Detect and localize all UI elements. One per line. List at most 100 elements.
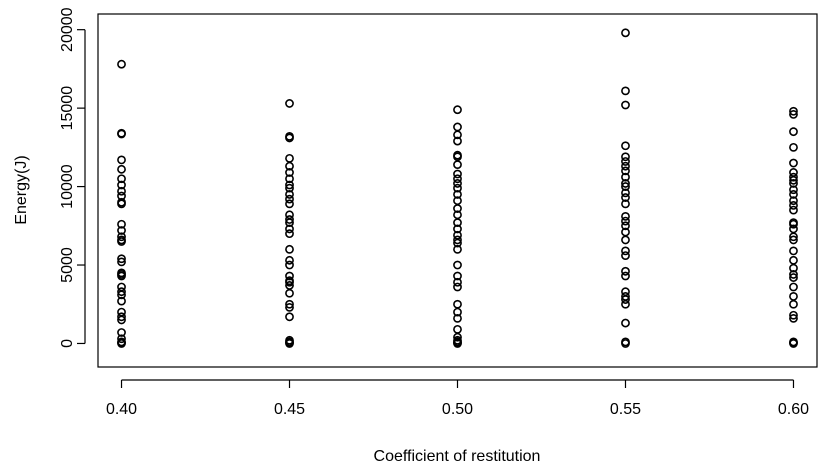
data-point — [285, 224, 294, 234]
data-point — [453, 277, 462, 287]
data-point — [285, 288, 294, 298]
data-point — [285, 161, 294, 171]
data-point — [453, 105, 462, 115]
data-point — [453, 313, 462, 323]
data-point — [789, 219, 798, 229]
data-point — [285, 255, 294, 265]
data-point — [453, 190, 462, 199]
data-point — [285, 244, 294, 254]
data-point — [285, 190, 294, 199]
data-point — [621, 166, 630, 176]
x-tick-label: 0.45 — [274, 401, 305, 418]
data-point — [117, 315, 126, 325]
y-tick-label: 5000 — [59, 247, 76, 283]
data-point — [117, 328, 126, 337]
data-point — [117, 155, 126, 165]
data-point — [453, 339, 462, 348]
data-point — [285, 174, 294, 184]
data-point — [453, 130, 462, 140]
data-point — [285, 271, 294, 281]
data-point — [117, 129, 126, 139]
data-point — [285, 277, 294, 287]
data-point — [789, 313, 798, 323]
data-point — [453, 244, 462, 254]
data-point — [621, 28, 630, 38]
data-point — [117, 339, 126, 348]
data-point — [789, 291, 798, 301]
data-point — [789, 172, 798, 182]
plot-frame — [97, 13, 818, 368]
data-point — [789, 190, 798, 199]
data-point — [117, 180, 126, 190]
data-point — [453, 169, 462, 179]
data-point — [117, 199, 126, 209]
data-point — [285, 260, 294, 270]
data-point — [621, 182, 630, 191]
y-tick-label: 10000 — [59, 164, 76, 209]
data-point — [621, 141, 630, 151]
data-point — [285, 99, 294, 108]
data-point — [285, 153, 294, 163]
data-point — [621, 152, 630, 162]
data-point — [285, 180, 294, 190]
data-points — [117, 28, 798, 348]
data-point — [285, 199, 294, 209]
data-point — [621, 100, 630, 110]
data-point — [453, 235, 462, 245]
data-point — [789, 273, 798, 282]
data-point — [453, 324, 462, 334]
data-point — [285, 133, 294, 143]
data-point — [789, 110, 798, 119]
data-point — [621, 188, 630, 198]
data-point — [621, 193, 630, 202]
data-point — [789, 263, 798, 273]
data-point — [453, 218, 462, 228]
data-point — [621, 157, 630, 166]
data-point — [621, 161, 630, 171]
data-point — [285, 229, 294, 239]
data-point — [117, 296, 126, 306]
data-point — [453, 122, 462, 132]
data-point — [621, 251, 630, 261]
data-point — [789, 310, 798, 320]
data-point — [789, 205, 798, 215]
data-point — [117, 271, 126, 281]
data-point — [789, 142, 798, 152]
data-point — [789, 235, 798, 245]
y-tick-label: 15000 — [59, 86, 76, 131]
x-axis: 0.40 0.45 0.50 0.55 0.60 — [106, 379, 809, 418]
data-point — [621, 211, 630, 221]
data-point — [453, 224, 462, 234]
x-tick-label: 0.60 — [778, 401, 809, 418]
data-point — [453, 160, 462, 170]
data-point — [621, 339, 630, 348]
data-point — [789, 282, 798, 292]
data-point — [621, 86, 630, 96]
data-point — [117, 290, 126, 300]
data-point — [789, 339, 798, 348]
data-point — [117, 59, 126, 69]
y-tick-label: 0 — [59, 339, 76, 348]
data-point — [453, 307, 462, 317]
data-point — [789, 175, 798, 185]
data-point — [621, 318, 630, 328]
data-point — [117, 257, 126, 267]
data-point — [453, 204, 462, 213]
data-point — [285, 218, 294, 228]
data-point — [285, 312, 294, 322]
x-axis-label: Coefficient of restitution — [374, 448, 541, 465]
data-point — [453, 260, 462, 270]
data-point — [453, 332, 462, 342]
data-point — [621, 199, 630, 209]
data-point — [117, 287, 126, 297]
data-point — [789, 185, 798, 195]
x-tick-label: 0.40 — [106, 401, 137, 418]
x-tick-label: 0.55 — [610, 401, 641, 418]
data-point — [117, 226, 126, 235]
data-point — [621, 216, 630, 226]
data-point — [453, 271, 462, 281]
data-point — [789, 196, 798, 206]
data-point — [789, 158, 798, 168]
data-point — [453, 179, 462, 188]
data-point — [117, 254, 126, 264]
